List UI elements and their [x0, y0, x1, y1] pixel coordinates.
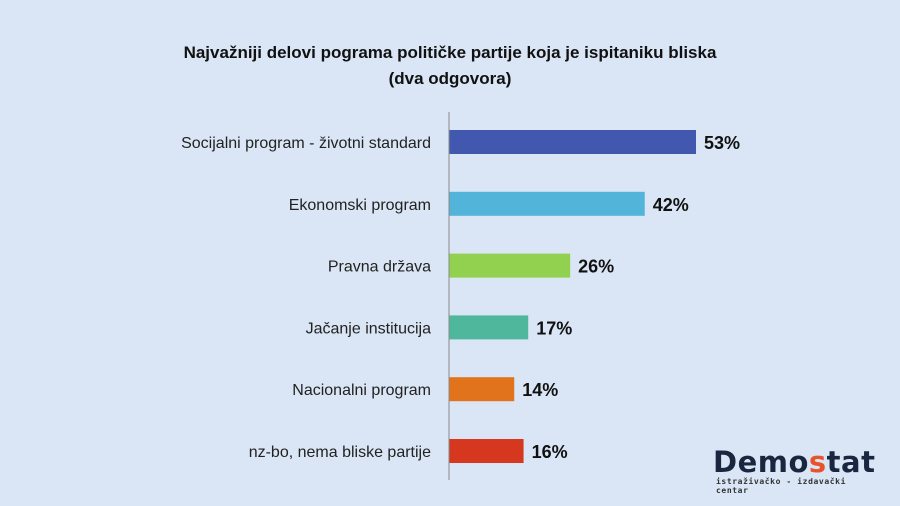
title-line-1: Najvažniji delovi pograma političke part…	[183, 43, 717, 62]
data-label: 14%	[522, 380, 558, 400]
category-label: nz-bo, nema bliske partije	[249, 444, 431, 461]
bar	[449, 191, 645, 216]
chart-title: Najvažniji delovi pograma političke part…	[0, 40, 900, 92]
data-label: 17%	[536, 318, 572, 338]
bar	[449, 130, 696, 154]
category-label: Ekonomski program	[289, 197, 431, 214]
data-label: 26%	[578, 257, 614, 277]
category-label: Pravna država	[328, 259, 431, 276]
category-label: Jačanje institucija	[306, 320, 432, 337]
data-label: 42%	[653, 195, 689, 215]
demostat-logo: Demostat istraživačko - izdavački centar	[713, 445, 876, 495]
bar	[449, 377, 515, 402]
bar	[449, 439, 524, 463]
data-label: 53%	[704, 133, 740, 153]
data-label: 16%	[532, 442, 568, 462]
category-label: Socijalni program - životni standard	[181, 135, 431, 152]
bar	[449, 315, 529, 340]
category-label: Nacionalni program	[292, 382, 431, 399]
title-line-2: (dva odgovora)	[388, 69, 512, 88]
bar	[449, 253, 571, 278]
